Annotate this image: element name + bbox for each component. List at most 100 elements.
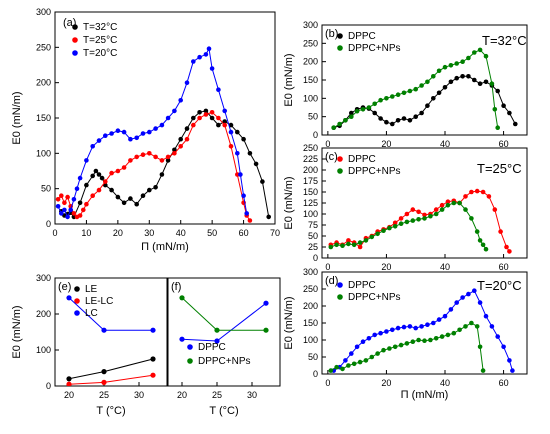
- panel-e-series-2: [66, 295, 156, 333]
- panel-c-ytick-label: 50: [308, 231, 318, 241]
- panel-a-data-point: [115, 128, 121, 133]
- panel-c-xtick-label: 60: [499, 262, 509, 272]
- panel-c-data-point: [369, 234, 375, 240]
- panel-b-data-point: [395, 118, 401, 123]
- panel-a-data-point: [241, 193, 246, 198]
- panel-a-data-point: [222, 108, 227, 114]
- panel-d-data-point: [398, 342, 404, 348]
- panel-a-data-point: [197, 115, 202, 121]
- panel-a-ytick-label: 100: [36, 148, 51, 158]
- panel-b-data-point: [419, 83, 424, 88]
- panel-b-data-point: [495, 88, 501, 94]
- panel-a-data-point: [140, 131, 146, 136]
- panel-a-series-1: [55, 110, 253, 223]
- panel-b-data-point: [349, 110, 354, 116]
- panel-a-data-point: [222, 122, 227, 128]
- panel-e-ylabel: E0 (mN/m): [11, 305, 23, 358]
- panel-d-data-point: [448, 307, 454, 312]
- panel-e-legend-label: LE-LC: [85, 296, 113, 307]
- panel-d-data-point: [445, 332, 451, 338]
- panel-f-legend-label: DPPC+NPs: [198, 356, 251, 367]
- panel-b-data-point: [483, 79, 489, 85]
- panel-e-data-point: [150, 356, 156, 362]
- panel-d-data-point: [480, 368, 486, 373]
- panel-b-data-point: [407, 118, 413, 123]
- panel-a-data-point: [209, 115, 215, 121]
- panel-d-data-point: [425, 322, 430, 328]
- panel-a-data-point: [103, 179, 108, 184]
- panel-c-data-point: [410, 218, 416, 223]
- panel-c-data-point: [416, 209, 421, 215]
- panel-f-series-1: [179, 295, 269, 333]
- panel-d-data-point: [442, 313, 448, 319]
- panel-b-series-0: [331, 74, 518, 130]
- panel-c-data-point: [486, 194, 492, 199]
- panel-b-data-point: [384, 96, 389, 101]
- panel-a-data-point: [178, 144, 183, 149]
- panel-a-data-point: [178, 136, 183, 142]
- panel-a-data-point: [203, 52, 209, 57]
- panel-b-data-point: [401, 116, 407, 121]
- panel-d-ytick-label: 50: [308, 352, 318, 362]
- panel-b-data-point: [448, 79, 454, 85]
- panel-b-data-point: [343, 118, 348, 123]
- panel-a-data-point: [235, 151, 240, 156]
- panel-f-tag: (f): [171, 281, 181, 293]
- panel-b-data-point: [360, 107, 366, 112]
- panel-d-data-point: [390, 327, 395, 333]
- panel-d-data-point: [410, 339, 416, 345]
- panel-c-legend-marker: [337, 156, 343, 162]
- panel-d-data-point: [474, 324, 480, 329]
- panel-a-data-point: [235, 129, 240, 135]
- panel-a-data-point: [99, 175, 105, 181]
- panel-d-data-point: [463, 324, 468, 329]
- panel-b-series-1: [331, 47, 501, 130]
- panel-d-data-point: [404, 341, 410, 346]
- panel-b-data-point: [454, 61, 460, 66]
- panel-a-data-point: [241, 136, 246, 142]
- panel-a-data-point: [247, 218, 253, 223]
- panel-e-data-point: [101, 369, 107, 375]
- panel-d-data-point: [416, 337, 421, 343]
- panel-a-data-point: [147, 187, 152, 193]
- panel-d-series-line: [330, 322, 484, 372]
- panel-e-data-point: [66, 295, 72, 301]
- panel-a-legend-label: T=20°C: [83, 48, 117, 59]
- panel-c-data-point: [346, 238, 351, 243]
- panel-e-frame: [54, 277, 168, 387]
- panel-b-data-point: [472, 50, 477, 55]
- panel-a-data-point: [121, 200, 127, 206]
- panel-b-data-point: [431, 74, 436, 79]
- panel-e-ytick-label: 0: [46, 381, 51, 391]
- panel-c-data-point: [439, 207, 445, 212]
- panel-a-xtick-label: 20: [113, 228, 123, 238]
- panel-b-data-point: [495, 125, 501, 130]
- panel-e-series-1: [66, 372, 156, 386]
- panel-e-legend-label: LE: [85, 284, 98, 295]
- panel-f-frame: [167, 277, 281, 387]
- panel-a-data-point: [159, 158, 165, 163]
- panel-c-data-point: [381, 228, 386, 233]
- panel-c-ytick-label: 175: [303, 176, 318, 186]
- panel-b-data-point: [366, 105, 372, 110]
- panel-b-xtick-label: 0: [325, 139, 330, 149]
- panel-b-data-point: [390, 94, 395, 99]
- panel-d-tag: (d): [325, 275, 338, 287]
- panel-b-data-point: [448, 63, 454, 68]
- panel-d-ytick-label: 300: [303, 267, 318, 277]
- panel-a-data-point: [191, 59, 196, 64]
- panel-b-data-point: [372, 101, 378, 107]
- panel-b-data-point: [442, 85, 448, 90]
- panel-b-ytick-label: 250: [303, 38, 318, 48]
- panel-b-data-point: [354, 108, 360, 114]
- panel-d-data-point: [460, 295, 465, 300]
- panel-d-ytick-label: 150: [303, 318, 318, 328]
- panel-c-data-point: [398, 216, 404, 221]
- panel-e-series-0: [66, 356, 156, 382]
- panel-d-data-point: [381, 347, 386, 353]
- panel-d-data-point: [369, 354, 375, 360]
- panel-d-data-point: [489, 324, 495, 329]
- panel-e-data-point: [101, 327, 107, 333]
- panel-d-data-point: [431, 320, 436, 326]
- panel-a-data-point: [96, 187, 102, 193]
